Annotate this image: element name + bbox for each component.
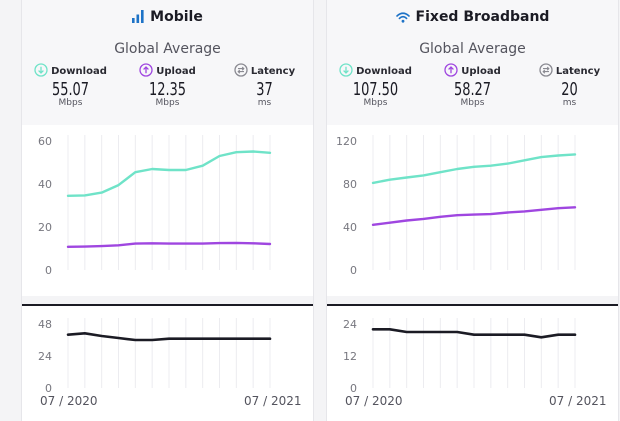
fixed-subtitle: Global Average bbox=[419, 41, 526, 57]
mobile-x-end-label: 07 / 2021 bbox=[244, 394, 302, 408]
y-tick-label: 0 bbox=[350, 264, 357, 277]
upload-arrow-icon bbox=[444, 63, 458, 77]
download-series-line bbox=[371, 153, 577, 185]
y-tick-label: 20 bbox=[38, 221, 52, 234]
mobile-latency-label: Latency bbox=[250, 66, 296, 77]
upload-series-line bbox=[371, 206, 577, 227]
fixed-latency-label: Latency bbox=[555, 66, 601, 77]
mobile-latency-unit: ms bbox=[257, 98, 272, 108]
latency-series-line bbox=[66, 331, 272, 342]
wifi-icon bbox=[395, 12, 410, 23]
divider-line bbox=[327, 304, 618, 306]
mobile-latency-metric: Latency 37 ms bbox=[216, 63, 313, 108]
fixed-latency-chart: 0 12 24 bbox=[343, 318, 577, 395]
divider bbox=[22, 296, 313, 304]
y-tick-label: 0 bbox=[350, 382, 357, 395]
mobile-subtitle: Global Average bbox=[114, 41, 221, 57]
signal-bars-icon bbox=[132, 10, 144, 23]
fixed-x-start-label: 07 / 2020 bbox=[345, 394, 403, 408]
fixed-download-label: Download bbox=[356, 66, 412, 77]
mobile-title-text: Mobile bbox=[150, 9, 203, 25]
fixed-latency-unit: ms bbox=[562, 98, 577, 108]
fixed-broadband-panel: Fixed Broadband Global Average Download … bbox=[326, 0, 619, 421]
mobile-speed-chart: 0 20 40 60 bbox=[38, 135, 272, 277]
fixed-x-end-label: 07 / 2021 bbox=[549, 394, 607, 408]
fixed-download-unit: Mbps bbox=[363, 98, 388, 108]
mobile-upload-unit: Mbps bbox=[155, 98, 180, 108]
mobile-upload-metric: Upload 12.35 Mbps bbox=[119, 63, 216, 108]
mobile-download-label: Download bbox=[51, 66, 107, 77]
latency-arrows-icon bbox=[234, 63, 248, 77]
y-tick-label: 40 bbox=[38, 178, 52, 191]
fixed-latency-metric: Latency 20 ms bbox=[521, 63, 618, 108]
fixed-download-value: 107.50 bbox=[352, 79, 399, 100]
mobile-download-value: 55.07 bbox=[51, 79, 90, 100]
fixed-upload-unit: Mbps bbox=[460, 98, 485, 108]
y-tick-label: 40 bbox=[343, 221, 357, 234]
mobile-x-start-label: 07 / 2020 bbox=[40, 394, 98, 408]
fixed-upload-value: 58.27 bbox=[453, 79, 492, 100]
fixed-speed-chart: 0 40 80 120 bbox=[336, 135, 577, 277]
mobile-upload-value: 12.35 bbox=[148, 79, 187, 100]
y-tick-label: 120 bbox=[336, 135, 357, 148]
fixed-upload-label: Upload bbox=[461, 66, 501, 77]
fixed-upload-metric: Upload 58.27 Mbps bbox=[424, 63, 521, 108]
mobile-download-unit: Mbps bbox=[58, 98, 83, 108]
mobile-latency-chart: 0 24 48 bbox=[38, 318, 272, 395]
y-tick-label: 24 bbox=[38, 350, 52, 363]
fixed-download-metric: Download 107.50 Mbps bbox=[327, 63, 424, 108]
y-tick-label: 48 bbox=[38, 318, 52, 331]
divider-line bbox=[22, 304, 313, 306]
fixed-title: Fixed Broadband bbox=[327, 9, 618, 25]
mobile-title: Mobile bbox=[22, 9, 313, 25]
mobile-panel: Mobile Global Average Download 55.07 Mbp… bbox=[21, 0, 314, 421]
mobile-latency-value: 37 bbox=[256, 79, 273, 100]
download-arrow-icon bbox=[34, 63, 48, 77]
upload-arrow-icon bbox=[139, 63, 153, 77]
download-arrow-icon bbox=[339, 63, 353, 77]
download-series-line bbox=[66, 150, 272, 198]
y-tick-label: 24 bbox=[343, 318, 357, 331]
latency-arrows-icon bbox=[539, 63, 553, 77]
y-tick-label: 0 bbox=[45, 382, 52, 395]
y-tick-label: 80 bbox=[343, 178, 357, 191]
mobile-upload-label: Upload bbox=[156, 66, 196, 77]
fixed-latency-value: 20 bbox=[561, 79, 578, 100]
fixed-header: Fixed Broadband Global Average Download … bbox=[327, 0, 618, 125]
latency-series-line bbox=[371, 327, 577, 339]
upload-series-line bbox=[66, 241, 272, 249]
fixed-title-text: Fixed Broadband bbox=[415, 9, 550, 25]
y-tick-label: 0 bbox=[45, 264, 52, 277]
y-tick-label: 12 bbox=[343, 350, 357, 363]
mobile-download-metric: Download 55.07 Mbps bbox=[22, 63, 119, 108]
mobile-header: Mobile Global Average Download 55.07 Mbp… bbox=[22, 0, 313, 125]
divider bbox=[327, 296, 618, 304]
y-tick-label: 60 bbox=[38, 135, 52, 148]
